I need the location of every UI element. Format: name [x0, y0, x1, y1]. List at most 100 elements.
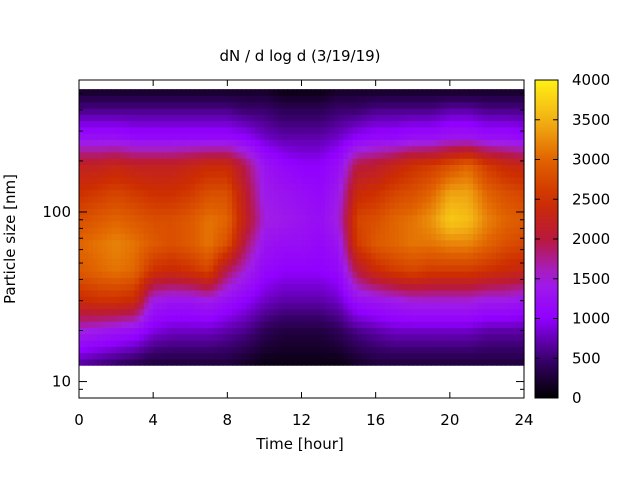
heatmap-cell — [477, 258, 483, 266]
heatmap-cell — [273, 158, 279, 166]
heatmap-cell — [250, 327, 256, 335]
heatmap-cell — [315, 358, 321, 366]
heatmap-cell — [338, 220, 344, 228]
heatmap-cell — [116, 183, 122, 191]
heatmap-cell — [361, 233, 367, 241]
heatmap-cell — [445, 139, 451, 147]
heatmap-cell — [125, 340, 131, 347]
heatmap-cell — [361, 176, 367, 184]
heatmap-cell — [259, 271, 266, 278]
heatmap-cell — [320, 314, 326, 322]
heatmap-cell — [491, 114, 497, 122]
heatmap-cell — [477, 158, 483, 166]
heatmap-cell — [510, 145, 516, 153]
heatmap-cell — [236, 296, 242, 303]
heatmap-cell — [301, 107, 307, 115]
heatmap-cell — [106, 245, 113, 253]
heatmap-cell — [97, 333, 103, 341]
heatmap-cell — [255, 277, 261, 285]
heatmap-cell — [92, 227, 99, 234]
heatmap-cell — [389, 126, 395, 134]
heatmap-cell — [97, 321, 103, 329]
heatmap-cell — [426, 352, 432, 360]
heatmap-cell — [306, 114, 312, 122]
heatmap-cell — [167, 289, 173, 297]
heatmap-cell — [347, 170, 354, 178]
heatmap-cell — [477, 133, 483, 140]
x-tick-label: 12 — [292, 411, 311, 429]
heatmap-cell — [329, 214, 335, 222]
heatmap-cell — [134, 202, 140, 209]
heatmap-cell — [320, 252, 326, 260]
heatmap-cell — [129, 189, 136, 197]
heatmap-cell — [394, 183, 400, 191]
heatmap-cell — [148, 340, 154, 347]
heatmap-cell — [148, 214, 154, 222]
heatmap-cell — [496, 139, 502, 147]
heatmap-cell — [440, 245, 446, 253]
heatmap-cell — [306, 202, 312, 209]
heatmap-cell — [282, 189, 289, 197]
heatmap-cell — [496, 183, 502, 191]
heatmap-cell — [143, 264, 150, 272]
heatmap-cell — [296, 202, 303, 209]
heatmap-cell — [315, 289, 321, 297]
heatmap-cell — [167, 120, 173, 128]
heatmap-cell — [255, 283, 261, 291]
x-tick-label: 24 — [514, 411, 533, 429]
heatmap-cell — [236, 158, 242, 166]
heatmap-cell — [213, 340, 219, 347]
heatmap-cell — [125, 158, 131, 166]
heatmap-cell — [301, 289, 307, 297]
heatmap-cell — [449, 271, 456, 278]
heatmap-cell — [329, 352, 335, 360]
heatmap-cell — [361, 314, 367, 322]
heatmap-cell — [83, 101, 89, 109]
heatmap-cell — [245, 220, 252, 228]
heatmap-cell — [111, 245, 117, 253]
heatmap-cell — [514, 277, 520, 285]
heatmap-cell — [111, 277, 117, 285]
heatmap-cell — [282, 202, 289, 209]
heatmap-cell — [324, 358, 330, 366]
heatmap-cell — [245, 277, 252, 285]
heatmap-cell — [282, 302, 289, 310]
heatmap-cell — [106, 358, 113, 366]
heatmap-cell — [459, 107, 465, 115]
heatmap-cell — [157, 346, 164, 354]
heatmap-cell — [92, 283, 99, 291]
heatmap-cell — [120, 239, 126, 247]
heatmap-cell — [282, 139, 289, 147]
heatmap-cell — [213, 107, 219, 115]
heatmap-cell — [384, 327, 391, 335]
heatmap-cell — [435, 202, 442, 209]
heatmap-cell — [412, 271, 418, 278]
heatmap-cell — [83, 158, 89, 166]
heatmap-cell — [375, 107, 381, 115]
heatmap-cell — [97, 233, 103, 241]
heatmap-cell — [417, 176, 423, 184]
heatmap-cell — [153, 101, 159, 109]
heatmap-cell — [264, 101, 270, 109]
heatmap-cell — [333, 139, 340, 147]
heatmap-cell — [129, 245, 136, 253]
heatmap-cell — [389, 283, 395, 291]
heatmap-cell — [245, 321, 252, 329]
heatmap-cell — [92, 183, 99, 191]
heatmap-cell — [361, 252, 367, 260]
heatmap-cell — [204, 107, 210, 115]
heatmap-cell — [273, 202, 279, 209]
heatmap-cell — [505, 340, 511, 347]
heatmap-cell — [477, 327, 483, 335]
heatmap-cell — [171, 252, 177, 260]
heatmap-cell — [236, 195, 242, 203]
heatmap-cell — [125, 227, 131, 234]
heatmap-cell — [510, 107, 516, 115]
heatmap-cell — [315, 264, 321, 272]
heatmap-cell — [218, 340, 224, 347]
heatmap-cell — [218, 139, 224, 147]
heatmap-cell — [412, 233, 418, 241]
heatmap-cell — [338, 314, 344, 322]
heatmap-cell — [514, 245, 520, 253]
heatmap-cell — [83, 289, 89, 297]
